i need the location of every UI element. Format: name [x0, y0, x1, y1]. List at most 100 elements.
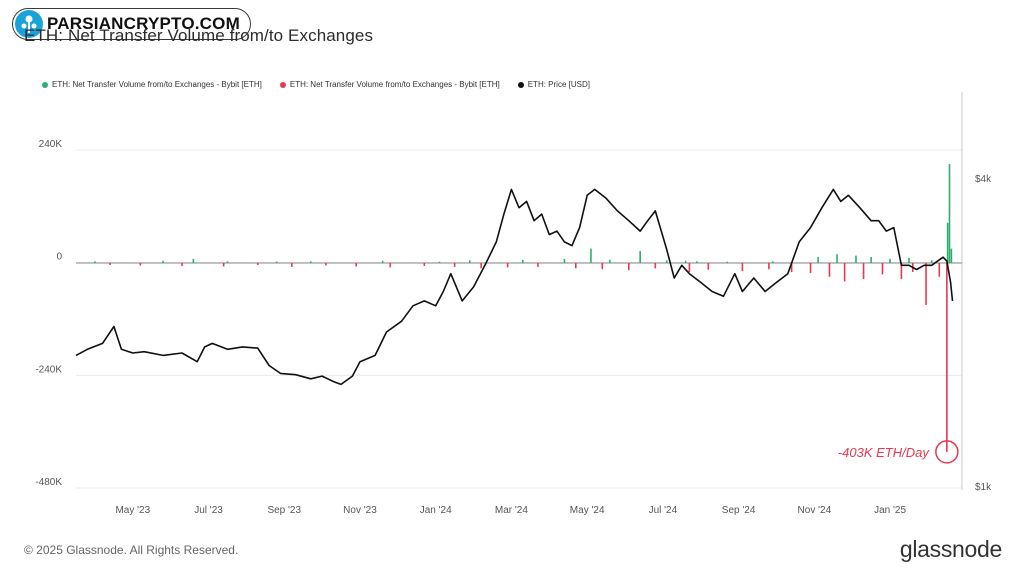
outflow-bar [109, 263, 111, 266]
outflow-bar [828, 263, 831, 277]
chart-grid [76, 92, 963, 490]
outflow-bar [900, 263, 903, 280]
outflow-bar [480, 263, 482, 269]
inflow-bar [162, 260, 164, 263]
inflow-bar [438, 261, 441, 263]
price-line [75, 188, 954, 386]
outflow-bar [256, 263, 259, 266]
outflow-bar [601, 263, 604, 270]
inflow-bar [930, 260, 933, 263]
x-tick-label: Mar '24 [495, 505, 528, 516]
outflow-bar [423, 263, 426, 266]
inflow-bar [908, 257, 910, 263]
outflow-bar [862, 263, 865, 280]
inflow-bar [948, 164, 951, 263]
y-axis-left: 240K 0 -240K -480K [35, 139, 62, 488]
y-left-tick-label: -480K [35, 477, 62, 488]
watermark-badge: PARSIANCRYPTO.COM [12, 8, 251, 40]
chart-legend: ETH: Net Transfer Volume from/to Exchang… [42, 80, 590, 89]
outflow-bar [139, 263, 142, 266]
y-left-tick-label: -240K [35, 364, 62, 375]
outflow-bar [768, 263, 770, 270]
annotation-label: -403K ETH/Day [838, 445, 931, 460]
inflow-bar [665, 260, 668, 263]
watermark-text: PARSIANCRYPTO.COM [47, 14, 240, 33]
inflow-bar [870, 257, 872, 263]
inflow-bar [836, 254, 838, 263]
inflow-bar [889, 258, 891, 263]
legend-dot-price [517, 81, 524, 88]
legend-label-outflow: ETH: Net Transfer Volume from/to Exchang… [289, 80, 500, 89]
outflow-bar [881, 263, 884, 275]
inflow-bar [309, 261, 312, 263]
outflow-bar [628, 263, 630, 271]
outflow-bar [925, 263, 927, 305]
legend-item-inflow[interactable]: ETH: Net Transfer Volume from/to Exchang… [42, 80, 262, 89]
outflow-bar [946, 263, 948, 452]
outflow-bar [741, 263, 744, 272]
x-tick-label: May '24 [570, 505, 605, 516]
chart-title: ETH: Net Transfer Volume from/to Exchang… [24, 26, 374, 45]
inflow-bar [639, 250, 641, 263]
outflow-bar [222, 263, 225, 267]
outflow-bar [291, 263, 293, 267]
legend-dot-outflow [279, 81, 286, 88]
inflow-bar [381, 260, 384, 263]
outflow-bar [654, 263, 657, 269]
inflow-bar [696, 261, 698, 263]
y-right-tick-label: $4k [975, 174, 992, 185]
annotation-group: -403K ETH/Day [838, 440, 959, 464]
copyright-text: © 2025 Glassnode. All Rights Reserved. [24, 543, 239, 557]
x-tick-label: Nov '23 [343, 505, 377, 516]
inflow-bar [275, 261, 278, 263]
outflow-bar [809, 263, 812, 273]
legend-dot-inflow [42, 81, 48, 88]
inflow-bar [468, 260, 471, 263]
legend-item-outflow[interactable]: ETH: Net Transfer Volume from/to Exchang… [279, 80, 500, 89]
x-tick-label: Jan '24 [420, 505, 452, 516]
legend-item-price[interactable]: ETH: Price [USD] [517, 80, 590, 89]
inflow-bar [771, 261, 774, 263]
outflow-bar [453, 263, 456, 267]
x-tick-label: Sep '23 [267, 505, 301, 516]
x-tick-label: Jan '25 [874, 505, 906, 516]
outflow-bar [355, 263, 357, 267]
y-left-tick-label: 0 [56, 252, 62, 263]
inflow-bar [950, 248, 953, 263]
y-left-tick-label: 240K [39, 139, 63, 150]
inflow-bar [192, 258, 195, 263]
outflow-bar [707, 263, 710, 270]
inflow-bar [946, 222, 949, 263]
y-right-tick-label: $1k [975, 482, 992, 493]
outflow-bar [325, 263, 327, 266]
legend-label-inflow: ETH: Net Transfer Volume from/to Exchang… [52, 80, 262, 89]
glassnode-logo[interactable]: glassnode [899, 536, 1002, 562]
outflow-bar [790, 263, 793, 273]
volume-bars [94, 164, 953, 452]
x-tick-label: Jul '24 [649, 505, 678, 516]
inflow-bar [590, 248, 592, 263]
inflow-bar [684, 260, 687, 263]
inflow-bar [855, 255, 857, 263]
x-tick-label: Nov '24 [798, 505, 832, 516]
outflow-bar [389, 263, 392, 268]
x-tick-label: Jul '23 [194, 505, 223, 516]
outflow-bar [506, 263, 509, 268]
outflow-bar [537, 263, 539, 267]
watermark-logo-icon [15, 10, 43, 38]
outflow-bar [574, 263, 577, 269]
outflow-bar [688, 263, 691, 273]
y-axis-right: $4k $1k [975, 174, 992, 493]
outflow-bar [181, 263, 183, 266]
outflow-bar [938, 263, 941, 277]
x-tick-label: May '23 [115, 505, 150, 516]
price-series [75, 188, 954, 386]
inflow-bar [563, 258, 566, 263]
inflow-bar [94, 261, 96, 263]
legend-label-price: ETH: Price [USD] [527, 80, 590, 89]
x-axis: May '23 Jul '23 Sep '23 Nov '23 Jan '24 Mar '… [115, 505, 906, 516]
inflow-bar [226, 261, 229, 263]
inflow-bar [817, 257, 819, 263]
outflow-bar [843, 263, 846, 282]
